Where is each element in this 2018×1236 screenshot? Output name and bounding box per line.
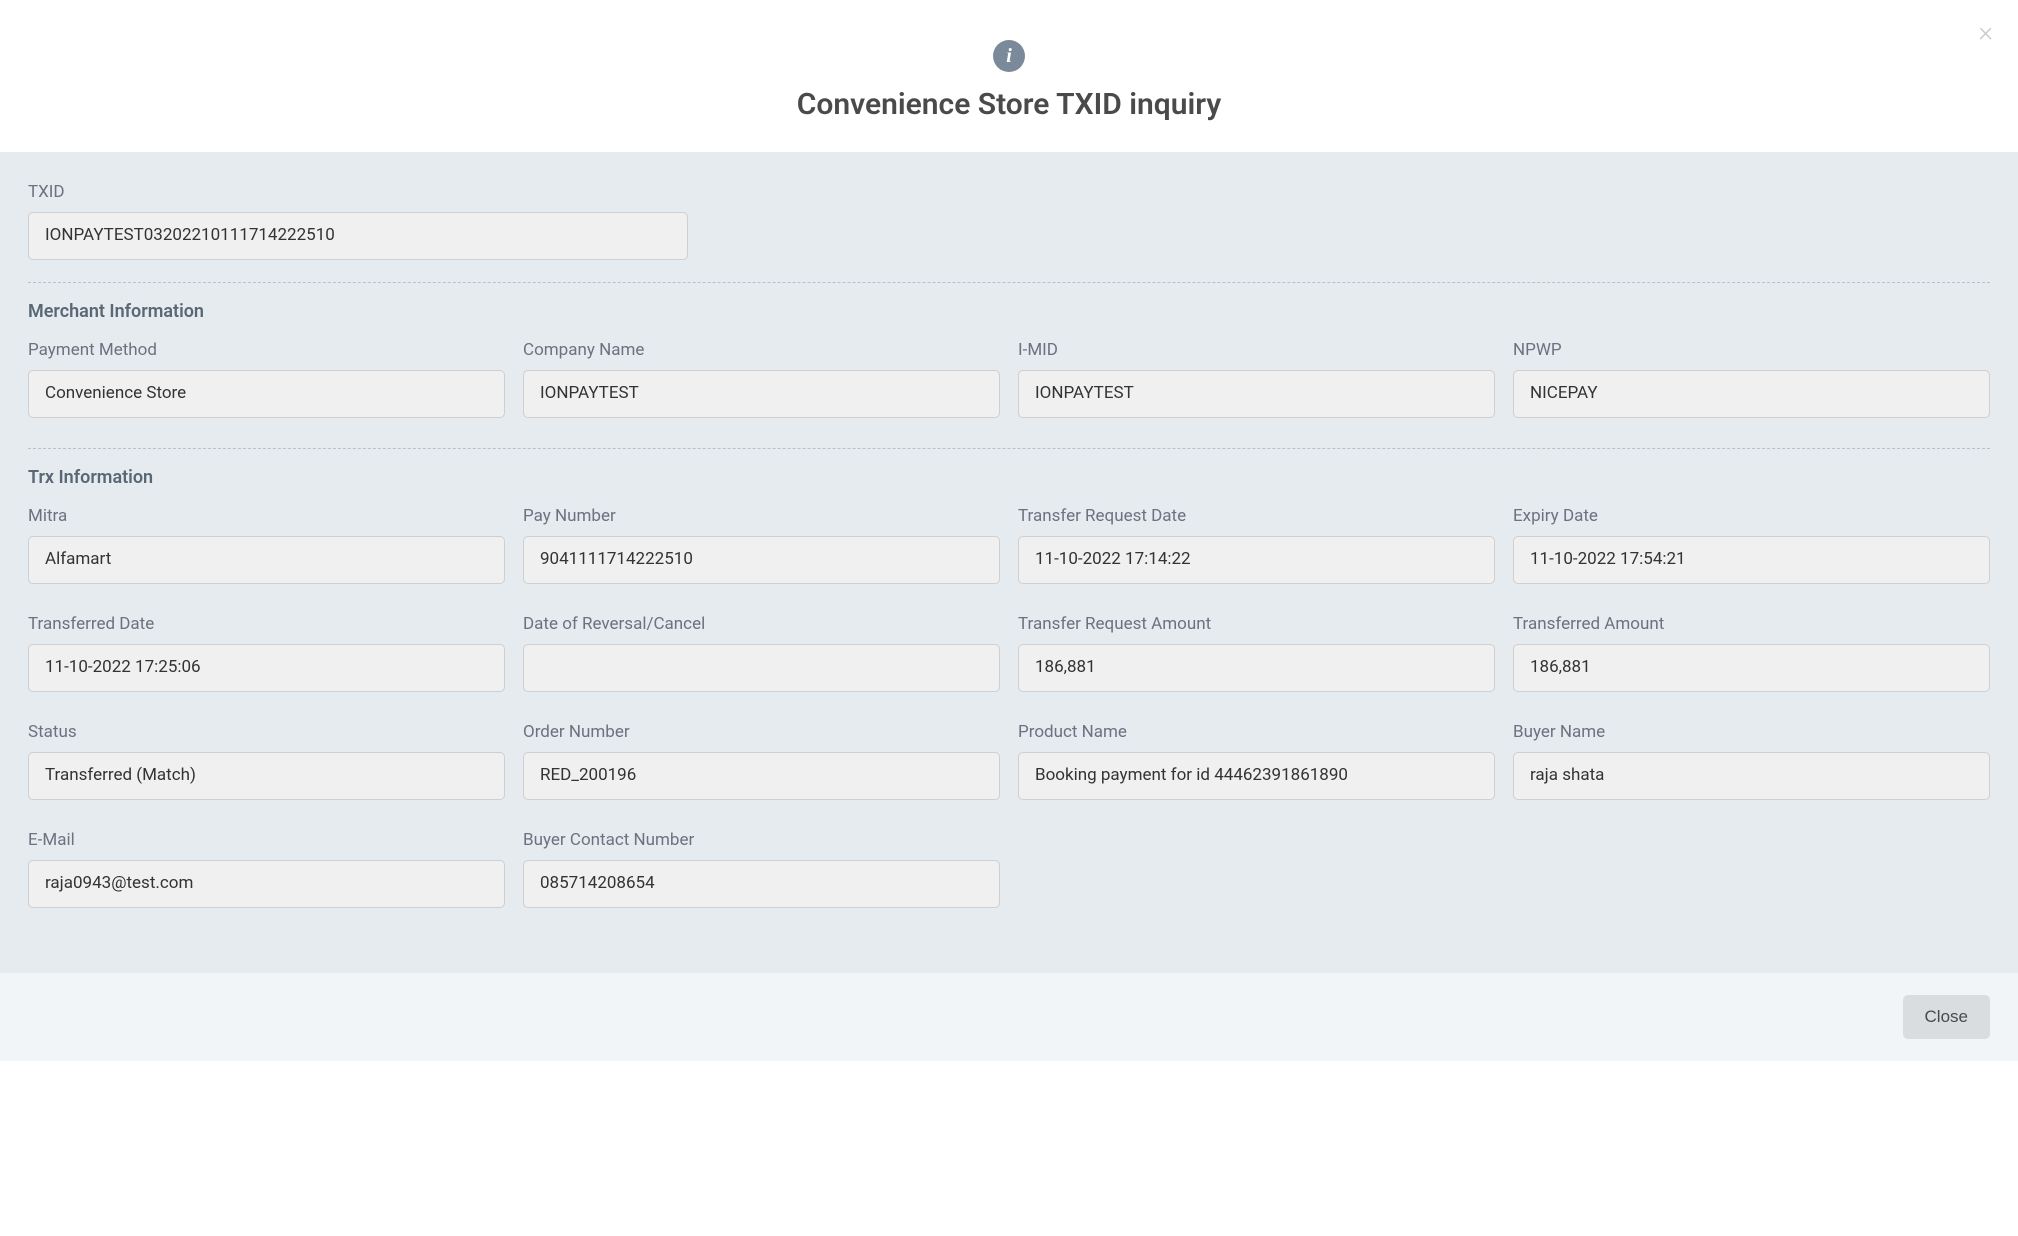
- date-reversal-value: [523, 644, 1000, 692]
- modal-body: TXID IONPAYTEST03202210111714222510 Merc…: [0, 152, 2018, 973]
- imid-label: I-MID: [1018, 340, 1495, 360]
- modal-footer: Close: [0, 973, 2018, 1061]
- expiry-date-field: Expiry Date 11-10-2022 17:54:21: [1513, 506, 1990, 584]
- transferred-date-field: Transferred Date 11-10-2022 17:25:06: [28, 614, 505, 692]
- pay-number-label: Pay Number: [523, 506, 1000, 526]
- txid-field: TXID IONPAYTEST03202210111714222510: [28, 182, 1990, 260]
- txid-value: IONPAYTEST03202210111714222510: [28, 212, 688, 260]
- status-field: Status Transferred (Match): [28, 722, 505, 800]
- merchant-grid: Payment Method Convenience Store Company…: [28, 340, 1990, 426]
- transfer-request-date-label: Transfer Request Date: [1018, 506, 1495, 526]
- order-number-value: RED_200196: [523, 752, 1000, 800]
- pay-number-field: Pay Number 9041111714222510: [523, 506, 1000, 584]
- transferred-amount-value: 186,881: [1513, 644, 1990, 692]
- buyer-contact-label: Buyer Contact Number: [523, 830, 1000, 850]
- company-name-label: Company Name: [523, 340, 1000, 360]
- npwp-value: NICEPAY: [1513, 370, 1990, 418]
- trx-grid-3: Status Transferred (Match) Order Number …: [28, 722, 1990, 808]
- close-icon[interactable]: ×: [1978, 18, 1993, 46]
- expiry-date-value: 11-10-2022 17:54:21: [1513, 536, 1990, 584]
- divider: [28, 448, 1990, 449]
- mitra-value: Alfamart: [28, 536, 505, 584]
- txid-label: TXID: [28, 182, 1990, 202]
- pay-number-value: 9041111714222510: [523, 536, 1000, 584]
- modal-title: Convenience Store TXID inquiry: [20, 87, 1998, 122]
- product-name-field: Product Name Booking payment for id 4446…: [1018, 722, 1495, 800]
- trx-grid-4: E-Mail raja0943@test.com Buyer Contact N…: [28, 830, 1990, 916]
- npwp-field: NPWP NICEPAY: [1513, 340, 1990, 418]
- buyer-contact-field: Buyer Contact Number 085714208654: [523, 830, 1000, 908]
- order-number-field: Order Number RED_200196: [523, 722, 1000, 800]
- email-value: raja0943@test.com: [28, 860, 505, 908]
- date-reversal-label: Date of Reversal/Cancel: [523, 614, 1000, 634]
- status-value: Transferred (Match): [28, 752, 505, 800]
- transfer-request-date-field: Transfer Request Date 11-10-2022 17:14:2…: [1018, 506, 1495, 584]
- payment-method-label: Payment Method: [28, 340, 505, 360]
- email-label: E-Mail: [28, 830, 505, 850]
- product-name-label: Product Name: [1018, 722, 1495, 742]
- mitra-label: Mitra: [28, 506, 505, 526]
- imid-value: IONPAYTEST: [1018, 370, 1495, 418]
- transfer-request-amount-value: 186,881: [1018, 644, 1495, 692]
- transfer-request-amount-label: Transfer Request Amount: [1018, 614, 1495, 634]
- email-field: E-Mail raja0943@test.com: [28, 830, 505, 908]
- transfer-request-date-value: 11-10-2022 17:14:22: [1018, 536, 1495, 584]
- trx-grid-2: Transferred Date 11-10-2022 17:25:06 Dat…: [28, 614, 1990, 700]
- buyer-contact-value: 085714208654: [523, 860, 1000, 908]
- npwp-label: NPWP: [1513, 340, 1990, 360]
- close-button[interactable]: Close: [1903, 995, 1990, 1039]
- buyer-name-field: Buyer Name raja shata: [1513, 722, 1990, 800]
- modal-header: × i Convenience Store TXID inquiry: [0, 0, 2018, 152]
- transferred-date-label: Transferred Date: [28, 614, 505, 634]
- company-name-value: IONPAYTEST: [523, 370, 1000, 418]
- mitra-field: Mitra Alfamart: [28, 506, 505, 584]
- product-name-value: Booking payment for id 44462391861890: [1018, 752, 1495, 800]
- divider: [28, 282, 1990, 283]
- transferred-amount-label: Transferred Amount: [1513, 614, 1990, 634]
- buyer-name-label: Buyer Name: [1513, 722, 1990, 742]
- expiry-date-label: Expiry Date: [1513, 506, 1990, 526]
- transferred-amount-field: Transferred Amount 186,881: [1513, 614, 1990, 692]
- info-icon: i: [993, 40, 1025, 72]
- order-number-label: Order Number: [523, 722, 1000, 742]
- buyer-name-value: raja shata: [1513, 752, 1990, 800]
- merchant-section-title: Merchant Information: [28, 301, 1990, 322]
- status-label: Status: [28, 722, 505, 742]
- transferred-date-value: 11-10-2022 17:25:06: [28, 644, 505, 692]
- trx-section-title: Trx Information: [28, 467, 1990, 488]
- transfer-request-amount-field: Transfer Request Amount 186,881: [1018, 614, 1495, 692]
- payment-method-value: Convenience Store: [28, 370, 505, 418]
- trx-grid-1: Mitra Alfamart Pay Number 90411117142225…: [28, 506, 1990, 592]
- imid-field: I-MID IONPAYTEST: [1018, 340, 1495, 418]
- company-name-field: Company Name IONPAYTEST: [523, 340, 1000, 418]
- payment-method-field: Payment Method Convenience Store: [28, 340, 505, 418]
- date-reversal-field: Date of Reversal/Cancel: [523, 614, 1000, 692]
